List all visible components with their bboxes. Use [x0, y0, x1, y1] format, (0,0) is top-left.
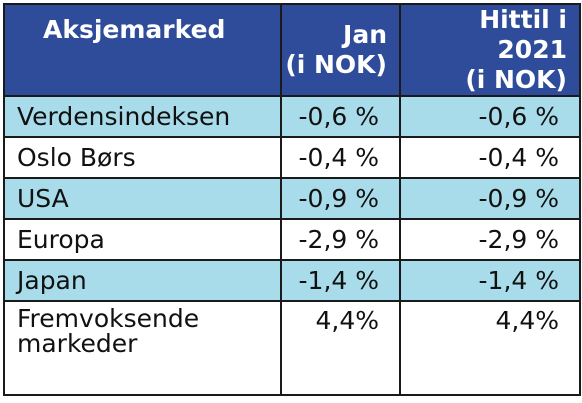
row-market-name-line2: markeder [17, 329, 138, 358]
header-january: Jan (i NOK) [280, 3, 401, 97]
row-market-name: Oslo Børs [3, 136, 282, 179]
row-ytd-value: 4,4% [399, 300, 581, 396]
stock-market-table-container: Aksjemarked Jan (i NOK) Hittil i 2021 (i… [3, 3, 581, 399]
table-row: Japan -1,4 % -1,4 % [3, 259, 581, 302]
table-row: Europa -2,9 % -2,9 % [3, 218, 581, 261]
header-row: Aksjemarked Jan (i NOK) Hittil i 2021 (i… [3, 3, 581, 97]
header-market: Aksjemarked [3, 3, 282, 97]
header-year-to-date: Hittil i 2021 (i NOK) [399, 3, 581, 97]
row-jan-value: 4,4% [280, 300, 401, 396]
row-market-name: Fremvoksende markeder [3, 300, 282, 396]
header-ytd-line1: Hittil i 2021 [479, 5, 567, 64]
table-header: Aksjemarked Jan (i NOK) Hittil i 2021 (i… [3, 3, 581, 97]
row-market-name-line1: Fremvoksende [17, 304, 200, 333]
table-row: USA -0,9 % -0,9 % [3, 177, 581, 220]
header-market-label: Aksjemarked [43, 15, 226, 44]
row-market-name: USA [3, 177, 282, 220]
table-row: Oslo Børs -0,4 % -0,4 % [3, 136, 581, 179]
header-ytd-line2: (i NOK) [465, 65, 567, 94]
table-body: Verdensindeksen -0,6 % -0,6 % Oslo Børs … [3, 95, 581, 396]
row-ytd-value: -0,4 % [399, 136, 581, 179]
table-row: Fremvoksende markeder 4,4% 4,4% [3, 300, 581, 396]
row-ytd-value: -1,4 % [399, 259, 581, 302]
row-ytd-value: -0,9 % [399, 177, 581, 220]
stock-market-table: Aksjemarked Jan (i NOK) Hittil i 2021 (i… [3, 3, 581, 396]
header-january-line1: Jan [343, 20, 387, 49]
row-market-name: Japan [3, 259, 282, 302]
row-jan-value: -0,6 % [280, 95, 401, 138]
row-ytd-value: -2,9 % [399, 218, 581, 261]
header-january-line2: (i NOK) [285, 50, 387, 79]
table-row: Verdensindeksen -0,6 % -0,6 % [3, 95, 581, 138]
row-jan-value: -0,4 % [280, 136, 401, 179]
row-ytd-value: -0,6 % [399, 95, 581, 138]
row-jan-value: -0,9 % [280, 177, 401, 220]
row-jan-value: -2,9 % [280, 218, 401, 261]
row-market-name: Europa [3, 218, 282, 261]
row-market-name: Verdensindeksen [3, 95, 282, 138]
row-jan-value: -1,4 % [280, 259, 401, 302]
